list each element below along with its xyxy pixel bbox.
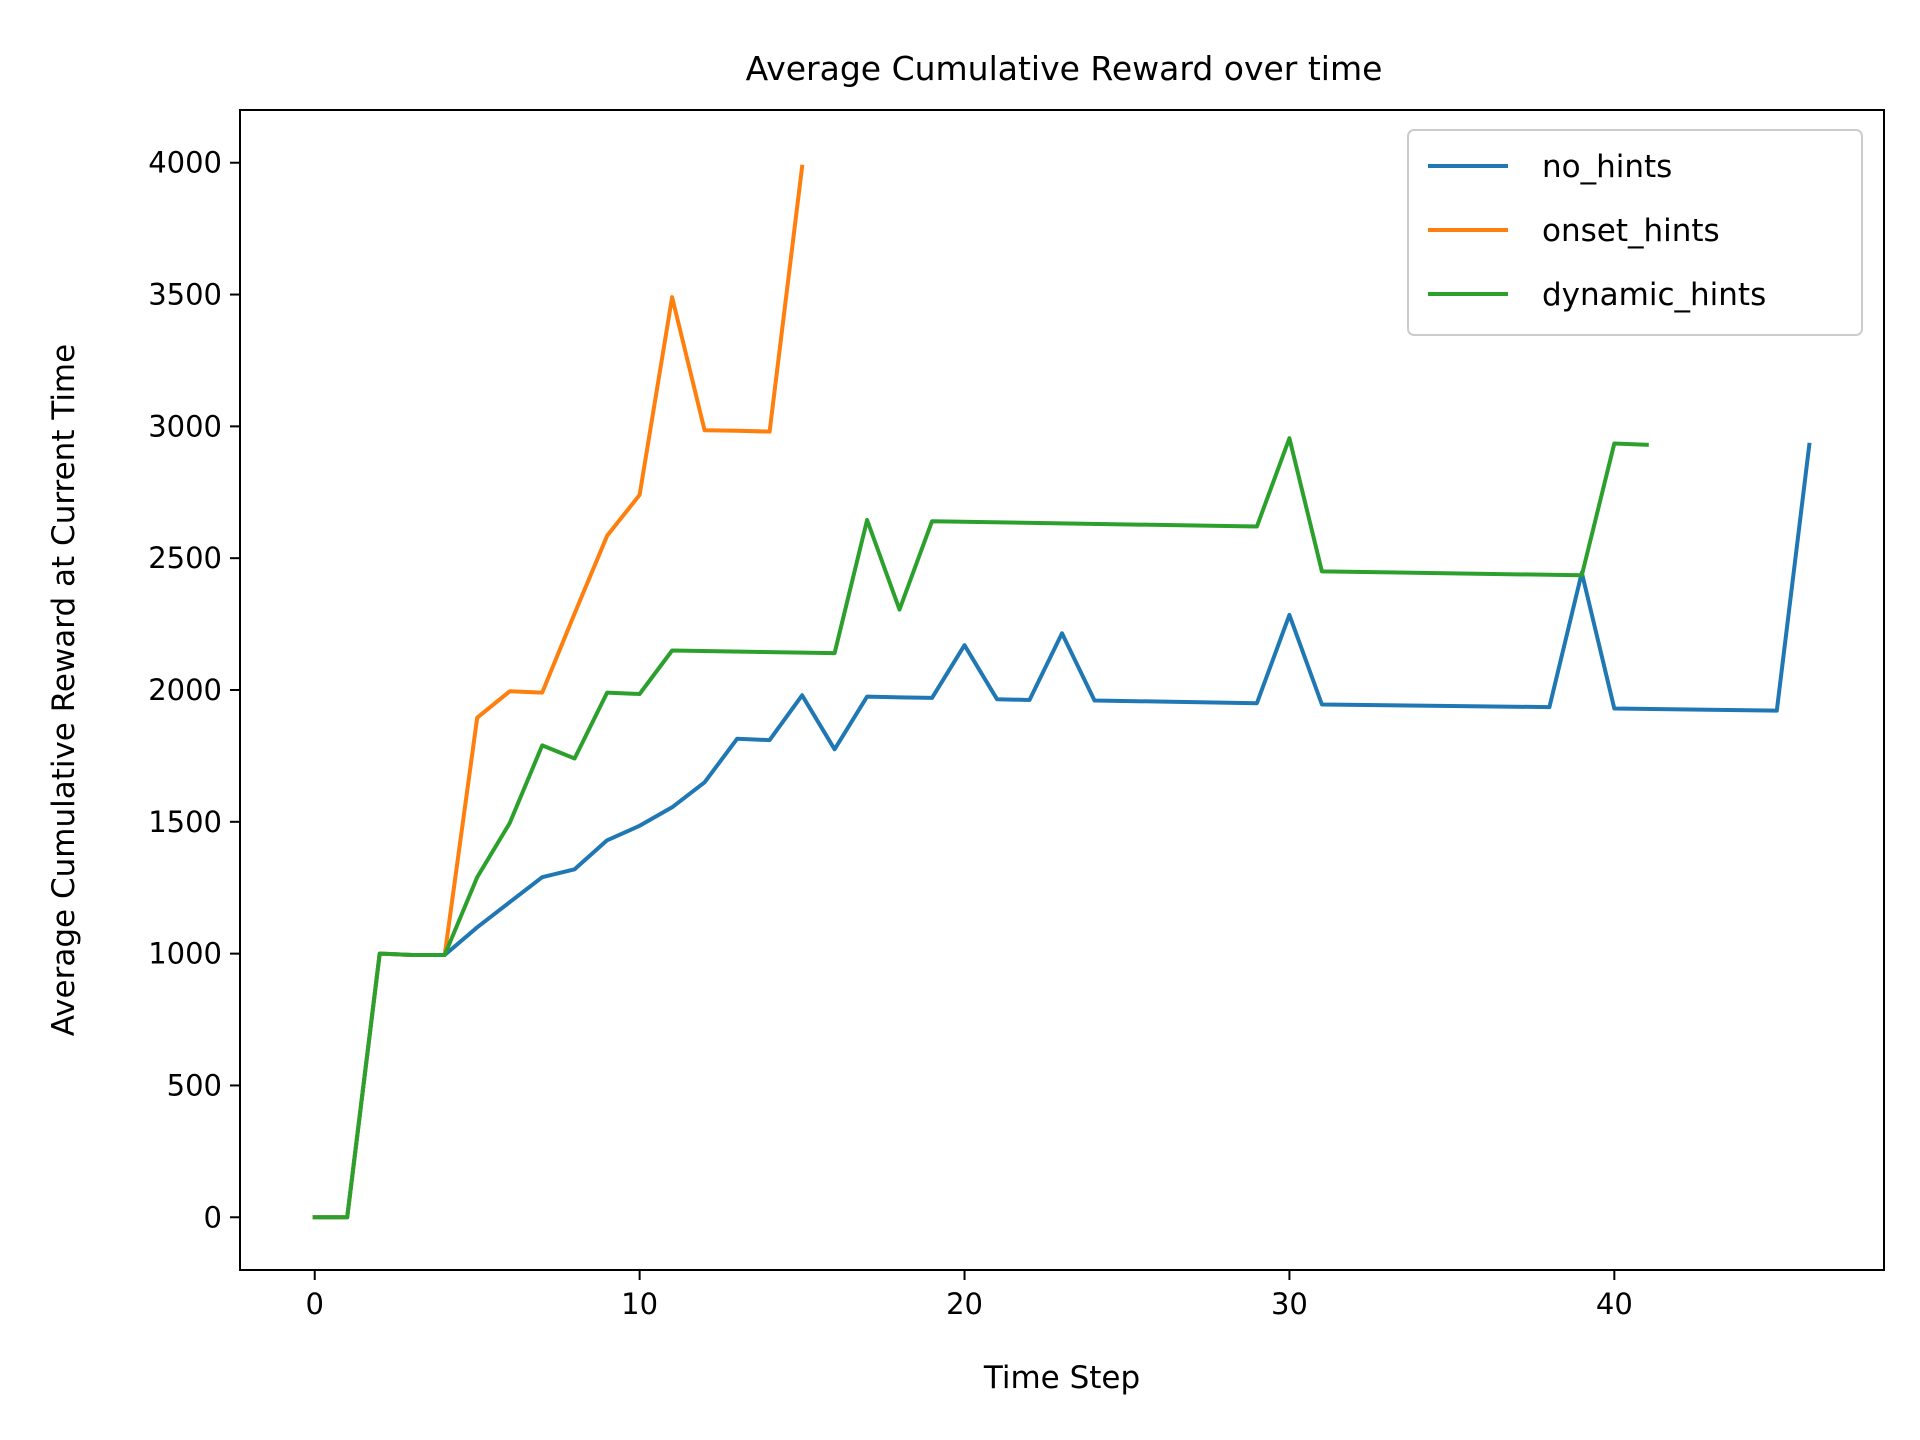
y-tick-label: 3000 [148, 409, 222, 443]
y-tick-label: 1500 [148, 805, 222, 839]
legend-label-no-hints: no_hints [1542, 149, 1672, 185]
x-tick-label: 20 [946, 1287, 983, 1321]
y-tick-label: 3500 [148, 278, 222, 312]
chart-title: Average Cumulative Reward over time [746, 49, 1383, 88]
legend: no_hints onset_hints dynamic_hints [1407, 129, 1863, 336]
y-tick-label: 2000 [148, 673, 222, 707]
y-axis-label: Average Cumulative Reward at Current Tim… [46, 344, 82, 1036]
y-tick-label: 4000 [148, 146, 222, 180]
y-tick-label: 1000 [148, 937, 222, 971]
y-tick-label: 0 [204, 1200, 222, 1234]
legend-label-onset-hints: onset_hints [1542, 213, 1720, 249]
x-tick-label: 30 [1271, 1287, 1308, 1321]
x-axis: 0 10 20 30 40 [306, 1270, 1633, 1321]
series-line-no-hints [312, 442, 1812, 1220]
x-tick-label: 40 [1596, 1287, 1633, 1321]
plot-lines [312, 164, 1812, 1220]
series-line-dynamic-hints [312, 436, 1649, 1220]
x-tick-label: 10 [621, 1287, 658, 1321]
legend-label-dynamic-hints: dynamic_hints [1542, 277, 1766, 313]
legend-box [1407, 129, 1863, 336]
y-axis: 0 500 1000 1500 2000 2500 3000 3500 4000 [148, 146, 240, 1234]
x-tick-label: 0 [306, 1287, 324, 1321]
y-tick-label: 2500 [148, 541, 222, 575]
y-tick-label: 500 [167, 1068, 222, 1102]
x-axis-label: Time Step [983, 1360, 1140, 1396]
